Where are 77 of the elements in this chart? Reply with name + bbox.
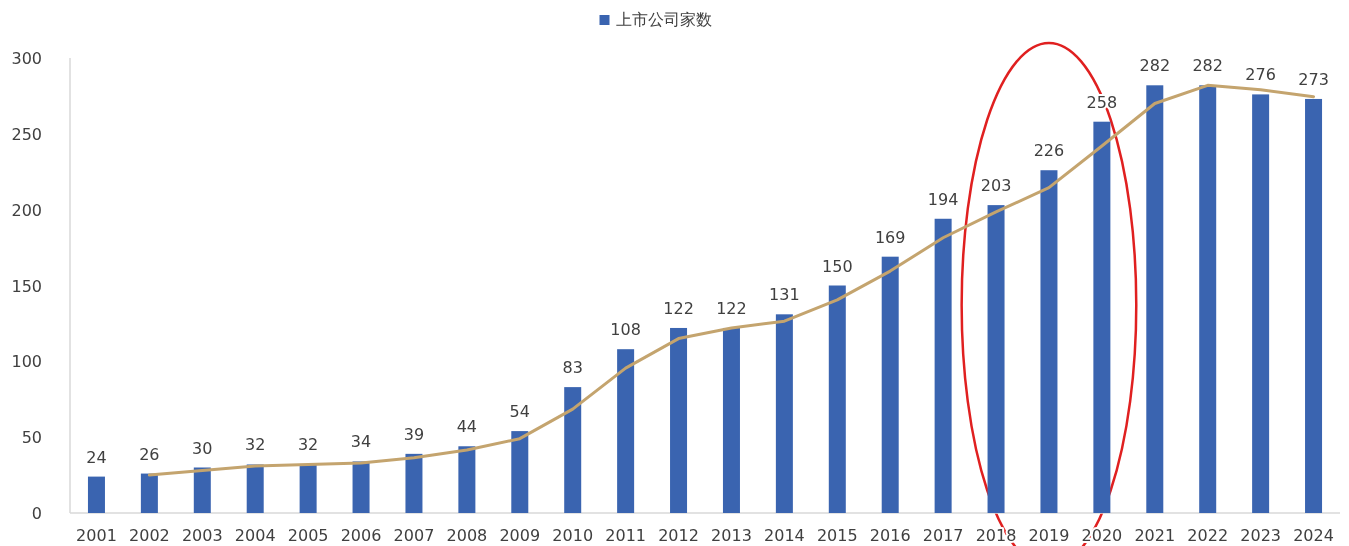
x-tick-label: 2007 [393, 526, 435, 545]
x-tick-label: 2003 [181, 526, 223, 545]
data-label: 226 [1033, 141, 1065, 161]
bar [193, 467, 211, 513]
data-label: 276 [1245, 65, 1276, 85]
x-tick-label: 2001 [76, 526, 117, 545]
x-tick-label: 2016 [869, 526, 911, 545]
bar [352, 461, 370, 513]
y-tick-label: 50 [21, 428, 42, 448]
bar [828, 285, 846, 513]
bar [140, 473, 158, 513]
data-label: 122 [716, 298, 747, 318]
data-label: 24 [86, 447, 107, 467]
data-label: 54 [509, 402, 530, 422]
x-tick-label: 2021 [1134, 526, 1176, 545]
data-label: 273 [1298, 69, 1329, 89]
bar [722, 327, 740, 513]
bar [1252, 94, 1270, 513]
data-label: 83 [562, 358, 583, 378]
x-tick-label: 2005 [287, 526, 329, 545]
bar [299, 464, 317, 513]
x-tick-label: 2012 [658, 526, 699, 545]
data-label: 150 [822, 256, 853, 276]
data-label: 203 [980, 176, 1012, 196]
x-tick-label: 2019 [1028, 526, 1070, 545]
data-label: 34 [350, 432, 372, 452]
x-tick-label: 2002 [129, 526, 170, 545]
bar [87, 476, 105, 513]
x-tick-label: 2023 [1240, 526, 1281, 545]
data-label: 131 [769, 285, 800, 305]
bar [775, 314, 793, 513]
data-label: 194 [927, 189, 959, 209]
data-label: 39 [403, 424, 425, 444]
y-tick-label: 150 [11, 276, 42, 296]
x-tick-label: 2006 [340, 526, 382, 545]
x-tick-label: 2024 [1293, 526, 1334, 545]
data-label: 32 [245, 435, 266, 455]
bar [987, 205, 1005, 513]
x-tick-label: 2014 [764, 526, 805, 545]
x-tick-label: 2017 [922, 526, 964, 545]
bar [617, 349, 635, 513]
bar [670, 327, 688, 513]
bar [511, 431, 529, 513]
data-label: 32 [297, 435, 319, 455]
x-tick-label: 2004 [234, 526, 276, 545]
legend-label: 上市公司家数 [615, 10, 712, 29]
data-label: 169 [874, 227, 906, 247]
y-tick-label: 100 [11, 352, 42, 372]
y-tick-label: 250 [11, 124, 42, 144]
y-tick-label: 200 [11, 200, 42, 220]
x-tick-label: 2013 [711, 526, 752, 545]
bar [1146, 85, 1164, 513]
data-label: 30 [192, 438, 213, 458]
x-tick-label: 2015 [816, 526, 858, 545]
bar [934, 218, 952, 513]
bar [1093, 121, 1111, 513]
x-tick-label: 2011 [605, 526, 646, 545]
bar [246, 464, 264, 513]
data-label: 26 [139, 444, 160, 464]
bar [1040, 170, 1058, 513]
data-label: 282 [1192, 56, 1223, 76]
bar [881, 256, 899, 513]
y-tick-label: 300 [11, 49, 42, 68]
data-label: 122 [663, 298, 694, 318]
x-tick-label: 2008 [446, 526, 488, 545]
bar [405, 453, 423, 513]
x-tick-label: 2009 [499, 526, 541, 545]
bar [564, 387, 582, 513]
bar [458, 446, 476, 513]
data-label: 282 [1139, 56, 1171, 76]
data-label: 108 [610, 320, 641, 340]
bar [1305, 98, 1323, 513]
data-label: 44 [456, 417, 478, 437]
y-tick-label: 0 [31, 504, 42, 523]
x-tick-label: 2022 [1187, 526, 1229, 545]
x-tick-label: 2010 [552, 526, 594, 545]
bar [1199, 85, 1217, 513]
